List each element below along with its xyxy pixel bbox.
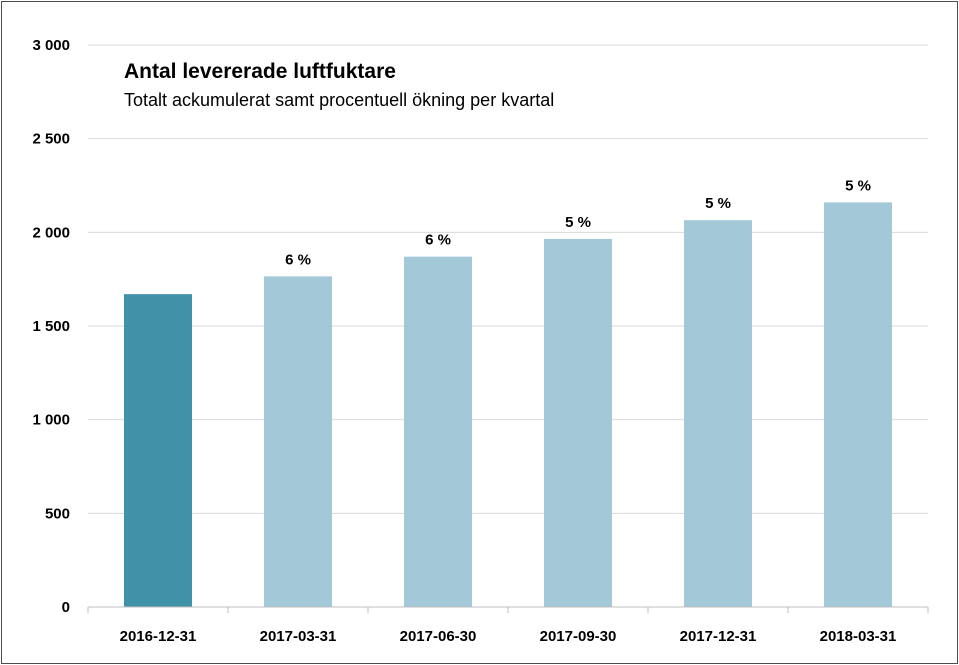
y-tick-label: 1 500 xyxy=(32,318,70,335)
y-tick-label: 0 xyxy=(62,599,70,616)
y-tick-label: 1 000 xyxy=(32,412,70,429)
x-tick-label: 2018-03-31 xyxy=(820,628,897,645)
bar xyxy=(124,294,192,607)
data-labels: 6 % 6 % 5 % 5 % 5 % xyxy=(285,177,871,268)
x-tick-label: 2017-03-31 xyxy=(260,628,337,645)
bar xyxy=(544,238,612,607)
bar xyxy=(404,256,472,607)
y-tick-label: 3 000 xyxy=(32,37,70,54)
chart-title: Antal levererade luftfuktare xyxy=(124,60,396,83)
data-label: 6 % xyxy=(285,251,311,268)
x-axis-ticks: 2016-12-31 2017-03-31 2017-06-30 2017-09-30… xyxy=(120,628,897,645)
data-label: 6 % xyxy=(425,232,451,249)
bar xyxy=(264,276,332,607)
y-tick-label: 500 xyxy=(45,505,70,522)
y-tick-label: 2 000 xyxy=(32,224,70,241)
bar xyxy=(684,220,752,607)
x-axis xyxy=(87,606,929,613)
x-tick-label: 2016-12-31 xyxy=(120,628,197,645)
x-tick-label: 2017-09-30 xyxy=(540,628,617,645)
data-label: 5 % xyxy=(845,177,871,194)
gridlines xyxy=(88,44,928,514)
data-label: 5 % xyxy=(565,214,591,231)
y-tick-label: 2 500 xyxy=(32,131,70,148)
data-label: 5 % xyxy=(705,195,731,212)
x-tick-label: 2017-06-30 xyxy=(400,628,477,645)
y-axis-ticks: 0 500 1 000 1 500 2 000 2 500 3 000 xyxy=(32,37,70,616)
bars xyxy=(124,202,892,608)
x-tick-label: 2017-12-31 xyxy=(680,628,757,645)
chart-subtitle: Totalt ackumulerat samt procentuell ökni… xyxy=(124,90,554,110)
bar xyxy=(824,202,892,608)
